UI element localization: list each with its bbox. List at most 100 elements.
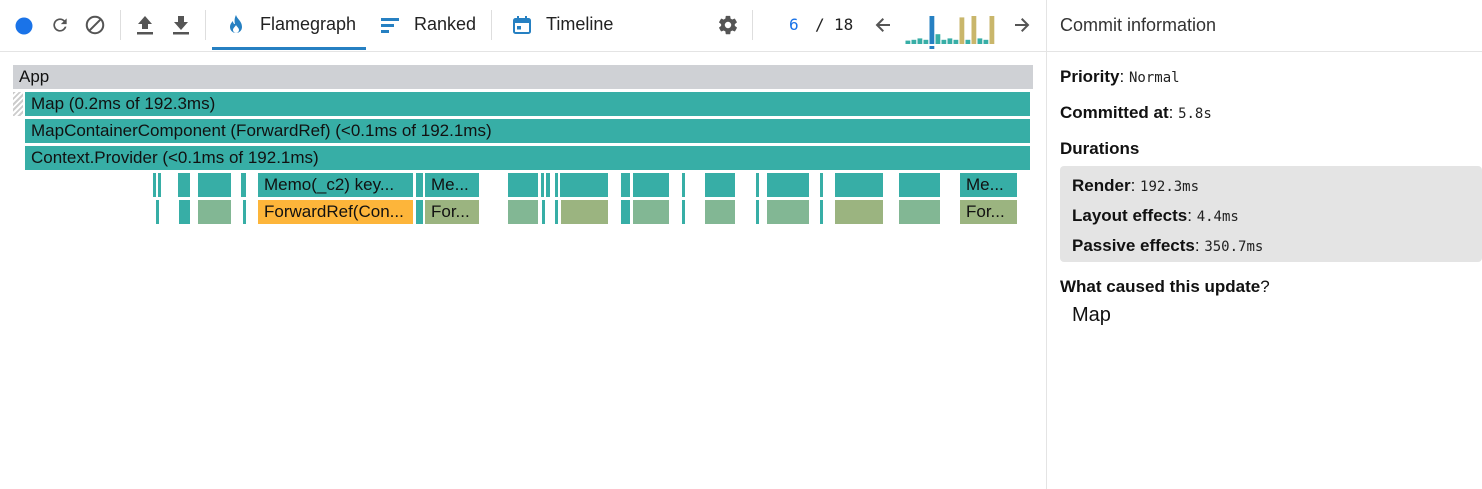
flamegraph-node[interactable] [546,173,550,197]
tab-timeline-label: Timeline [546,14,614,34]
commit-bar[interactable] [929,16,935,44]
flamegraph-node-memo[interactable]: Me... [960,173,1017,197]
clear-profiling-button[interactable] [83,13,107,37]
flamegraph-node[interactable] [416,200,423,224]
duration-value: 350.7ms [1204,239,1264,255]
duration-label: Layout effects [1072,206,1188,225]
record-icon [15,17,33,35]
flamegraph-node[interactable] [767,173,809,197]
settings-button[interactable] [715,12,741,38]
durations-heading: Durations [1060,139,1139,159]
commit-selector-chart[interactable] [905,8,995,49]
previous-commit-button[interactable] [871,13,895,37]
arrow-left-icon [875,18,890,32]
commit-bar[interactable] [947,38,953,44]
flamegraph-node-context-provider[interactable]: Context.Provider (<0.1ms of 192.1ms) [25,146,1030,170]
flamegraph-node[interactable] [835,173,883,197]
flamegraph-node[interactable] [621,200,630,224]
flamegraph-node[interactable] [508,200,538,224]
flamegraph-node[interactable] [156,200,159,224]
flamegraph-node-map[interactable]: Map (0.2ms of 192.3ms) [25,92,1030,116]
commit-bar[interactable] [965,39,971,44]
commit-bar[interactable] [923,39,929,44]
flamegraph-node[interactable] [820,173,823,197]
update-cause-label: What caused this update [1060,277,1261,296]
flamegraph-node[interactable] [555,200,558,224]
commit-separator: / [815,15,825,34]
commit-bar[interactable] [977,38,983,44]
commit-bar[interactable] [989,16,995,44]
flamegraph-node-forwardref[interactable]: For... [960,200,1017,224]
flamegraph-node[interactable] [899,200,940,224]
flamegraph-node-memo[interactable]: Memo(_c2) key... [258,173,413,197]
reload-and-profile-button[interactable] [48,13,72,37]
download-icon [173,16,189,35]
flamegraph-node[interactable] [899,173,940,197]
reload-icon [53,18,67,32]
flamegraph-node-app[interactable]: App [13,65,1033,89]
flamegraph-node[interactable] [243,200,246,224]
commit-info-sidebar: Commit information Priority: Normal Comm… [1046,0,1482,489]
commit-bar[interactable] [935,34,941,44]
arrow-right-icon [1015,18,1030,32]
duration-row-layout-effects: Layout effects: 4.4ms [1072,206,1239,225]
flamegraph-node[interactable] [705,173,735,197]
flamegraph-node[interactable] [153,173,156,197]
commit-bar[interactable] [917,38,923,44]
flamegraph-node[interactable] [756,200,759,224]
toolbar-divider [205,10,206,40]
flamegraph-node[interactable] [756,173,759,197]
flamegraph-node[interactable] [767,200,809,224]
tab-ranked-label: Ranked [414,14,477,34]
next-commit-button[interactable] [1010,13,1034,37]
toolbar-divider [752,10,753,40]
toolbar-divider [120,10,121,40]
commit-bar[interactable] [983,39,989,44]
tab-flamegraph-label: Flamegraph [260,14,357,34]
flamegraph-node[interactable] [682,173,685,197]
flamegraph-node[interactable] [508,173,538,197]
commit-total-count: 18 [834,15,854,34]
flamegraph-node-map-container[interactable]: MapContainerComponent (ForwardRef) (<0.1… [25,119,1030,143]
update-cause-component[interactable]: Map [1072,304,1111,326]
record-button[interactable] [12,14,36,38]
flamegraph-node[interactable] [541,173,544,197]
flamegraph-node[interactable] [561,200,608,224]
duration-value: 192.3ms [1140,179,1200,195]
commit-bar[interactable] [971,16,977,44]
sidebar-header: Commit information [1047,0,1482,52]
flamegraph-node-memo[interactable]: Me... [425,173,479,197]
flamegraph-node-forwardref-selected[interactable]: ForwardRef(Con... [258,200,413,224]
flamegraph-node[interactable] [555,173,558,197]
commit-bar[interactable] [911,39,917,44]
flamegraph-node[interactable] [705,200,735,224]
commit-bar[interactable] [953,39,959,44]
flamegraph-node[interactable] [158,173,161,197]
priority-row: Priority: Normal [1060,67,1180,86]
duration-label: Render [1072,176,1131,195]
load-profile-button[interactable] [133,12,157,38]
flamegraph-node-forwardref[interactable]: For... [425,200,479,224]
duration-value: 4.4ms [1196,209,1239,225]
save-profile-button[interactable] [169,12,193,38]
commit-bar[interactable] [905,40,911,44]
flamegraph-node[interactable] [835,200,883,224]
commit-bar[interactable] [941,39,947,44]
commit-bars-svg [905,16,995,49]
commit-bar[interactable] [959,17,965,44]
flamegraph-node[interactable] [560,173,608,197]
flamegraph-node[interactable] [178,173,190,197]
flamegraph-node[interactable] [542,200,545,224]
flamegraph-node[interactable] [820,200,823,224]
flamegraph-node[interactable] [198,200,231,224]
flamegraph-node[interactable] [198,173,231,197]
flamegraph-node[interactable] [682,200,685,224]
calendar-icon [510,13,534,37]
flamegraph-node[interactable] [241,173,246,197]
flamegraph-node[interactable] [621,173,630,197]
flamegraph-node[interactable] [633,200,669,224]
flamegraph-node[interactable] [179,200,190,224]
flamegraph-node[interactable] [416,173,423,197]
duration-row-render: Render: 192.3ms [1072,176,1200,195]
flamegraph-node[interactable] [633,173,669,197]
